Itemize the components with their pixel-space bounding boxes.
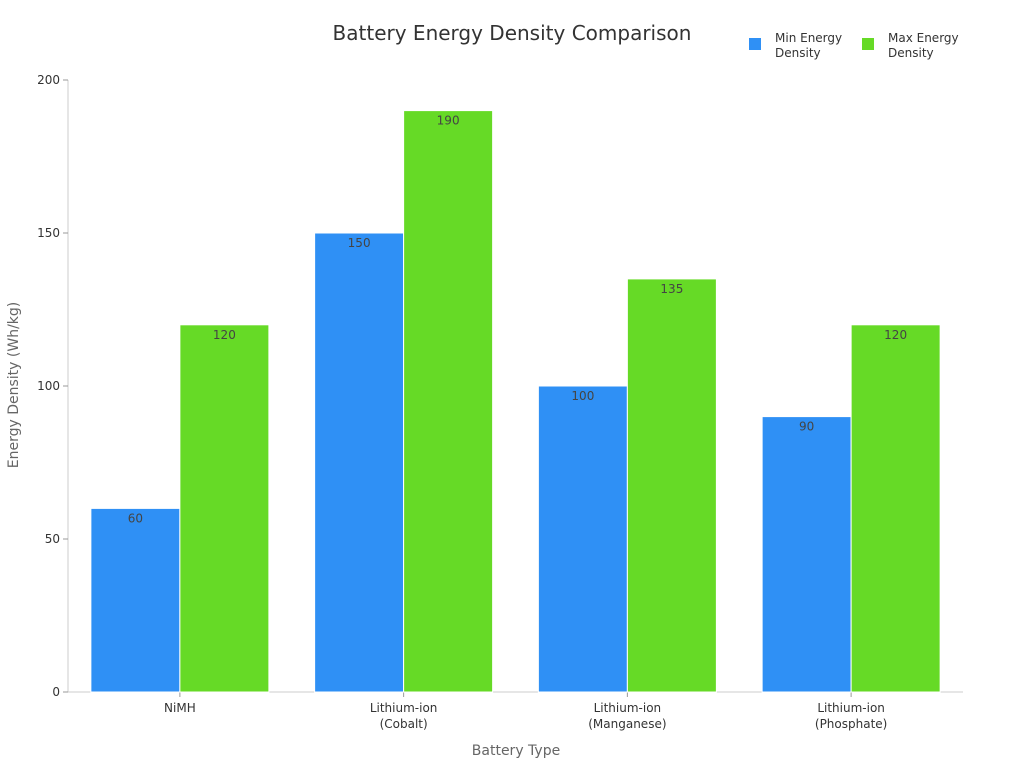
y-tick-label: 0 (52, 685, 60, 699)
y-axis-title: Energy Density (Wh/kg) (6, 302, 22, 469)
data-label: 120 (884, 328, 907, 342)
data-label: 100 (571, 389, 594, 403)
y-tick-label: 50 (45, 532, 60, 546)
chart-title: Battery Energy Density Comparison (333, 21, 692, 45)
bar (761, 416, 852, 693)
legend-swatch (749, 38, 761, 50)
data-label: 190 (437, 114, 460, 128)
y-tick-label: 100 (37, 379, 60, 393)
x-tick-label: Lithium-ion (Phosphate) (815, 701, 887, 731)
legend-swatch (862, 38, 874, 50)
bar (537, 385, 628, 693)
bar (403, 110, 494, 693)
x-axis-title: Battery Type (472, 743, 560, 759)
bar (90, 507, 181, 693)
data-label: 90 (799, 420, 814, 434)
y-tick-label: 200 (37, 73, 60, 87)
data-label: 120 (213, 328, 236, 342)
bar (850, 324, 941, 693)
legend-label: Min Energy Density (775, 31, 842, 60)
bar (626, 278, 717, 693)
data-label: 150 (348, 236, 371, 250)
data-labels: 60 120 150 190 100 135 90 120 (128, 114, 907, 526)
legend: Min Energy Density Max Energy Density (749, 31, 959, 60)
bar (179, 324, 270, 693)
data-label: 60 (128, 511, 143, 525)
legend-label: Max Energy Density (888, 31, 959, 60)
axes: 0 50 100 150 200 NiMH Lithium-ion (Cobalt) Lithi… (37, 73, 963, 731)
data-label: 135 (660, 282, 683, 296)
bar (314, 232, 405, 693)
x-tick-label: NiMH (164, 701, 196, 715)
x-tick-label: Lithium-ion (Manganese) (588, 701, 666, 731)
x-tick-label: Lithium-ion (Cobalt) (370, 701, 438, 731)
bars (90, 110, 941, 693)
y-tick-label: 150 (37, 226, 60, 240)
